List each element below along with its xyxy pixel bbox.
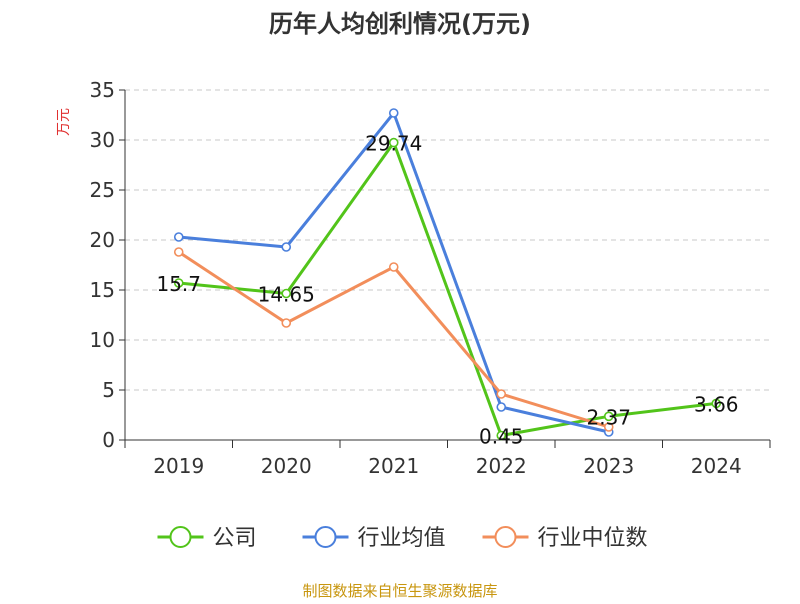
data-point	[496, 402, 507, 412]
legend: 公司 行业均值 行业中位数	[157, 526, 648, 551]
data-point	[496, 430, 507, 441]
data-point	[173, 247, 184, 257]
data-label: 29.74	[365, 132, 422, 156]
legend-marker	[494, 526, 517, 548]
x-tick-label: 2019	[153, 454, 204, 478]
y-tick-label: 10	[90, 328, 115, 352]
x-tick-label: 2021	[368, 454, 419, 478]
chart-title: 历年人均创利情况(万元)	[269, 10, 531, 38]
y-axis-label: 万元	[56, 108, 72, 136]
x-tick-label: 2022	[476, 454, 527, 478]
series-line-0	[178, 141, 717, 437]
data-point	[388, 262, 399, 272]
legend-item: 公司	[157, 526, 257, 551]
data-point	[388, 137, 399, 148]
data-point	[281, 242, 292, 252]
data-point	[173, 232, 184, 242]
data-point	[173, 278, 184, 288]
y-tick-label: 25	[90, 178, 115, 202]
series-line-1	[178, 111, 610, 434]
legend-label: 公司	[213, 526, 257, 551]
data-point	[603, 411, 614, 422]
legend-label: 行业均值	[358, 526, 446, 551]
data-point	[711, 398, 722, 409]
x-tick-label: 2023	[583, 454, 634, 478]
legend-item: 行业均值	[302, 526, 446, 551]
x-tick-label: 2024	[691, 454, 742, 478]
data-labels: 15.7 14.65 29.74 0.45 2.37 3.66	[156, 132, 738, 449]
data-point	[496, 389, 507, 399]
y-tick-label: 0	[102, 428, 115, 452]
x-tick-label: 2020	[261, 454, 312, 478]
legend-label: 行业中位数	[538, 526, 648, 551]
axes: 0 5 10 15 20 25 30 35 2019 2020 2021 2022 2023 2024	[90, 78, 771, 478]
y-tick-label: 35	[90, 78, 115, 102]
data-label: 0.45	[479, 425, 524, 449]
data-label: 15.7	[156, 272, 201, 296]
data-label: 14.65	[258, 283, 315, 307]
series	[173, 108, 722, 441]
source-footer: 制图数据来自恒生聚源数据库	[302, 582, 497, 600]
data-point	[281, 288, 292, 299]
y-tick-label: 30	[90, 128, 115, 152]
data-point	[603, 422, 614, 432]
data-point	[281, 318, 292, 328]
y-tick-label: 20	[90, 228, 115, 252]
legend-marker	[314, 526, 337, 548]
data-point	[388, 108, 399, 118]
y-tick-label: 15	[90, 278, 115, 302]
legend-marker	[169, 526, 192, 548]
y-tick-label: 5	[102, 378, 115, 402]
legend-item: 行业中位数	[482, 526, 648, 551]
data-label: 3.66	[694, 392, 739, 416]
data-label: 2.37	[586, 405, 631, 429]
